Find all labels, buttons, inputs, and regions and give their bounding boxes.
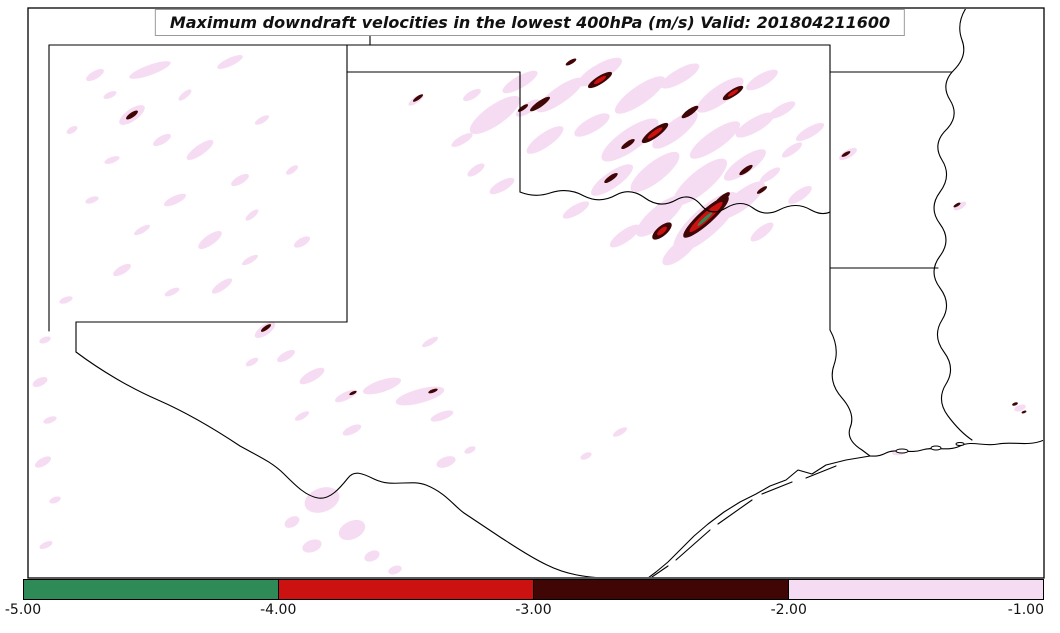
coastal-islands [895, 442, 965, 454]
contour-layer-weak [32, 55, 1026, 575]
border-red-river [519, 190, 831, 215]
colorbar-tick-labels: -5.00 -4.00 -3.00 -2.00 -1.00 [5, 602, 1044, 624]
barrier-island-1 [805, 465, 837, 479]
colorbar-segment [279, 580, 534, 599]
barrier-island-3 [717, 499, 753, 525]
colorbar-segment [24, 580, 279, 599]
coast-texas [648, 455, 871, 577]
barrier-island-5 [651, 565, 669, 577]
colorbar-tick: -4.00 [260, 602, 297, 618]
border-rio-grande [75, 351, 597, 577]
colorbar [23, 579, 1044, 600]
colorbar-segment [789, 580, 1043, 599]
border-sabine-river [829, 329, 871, 457]
map-title: Maximum downdraft velocities in the lowe… [154, 9, 906, 36]
barrier-island-2 [761, 481, 793, 495]
state-borders [48, 9, 1043, 577]
colorbar-tick: -3.00 [515, 602, 552, 618]
colorbar-tick: -5.00 [4, 602, 42, 618]
map-border [27, 7, 1045, 579]
colorbar-tick: -1.00 [1007, 602, 1044, 618]
colorbar-segment [534, 580, 789, 599]
map-title-text: Maximum downdraft velocities in the lowe… [169, 13, 891, 32]
border-mississippi-river [933, 9, 973, 441]
contour-layer-extreme [697, 212, 713, 226]
colorbar-tick: -2.00 [770, 602, 807, 618]
barrier-island-4 [675, 529, 711, 561]
